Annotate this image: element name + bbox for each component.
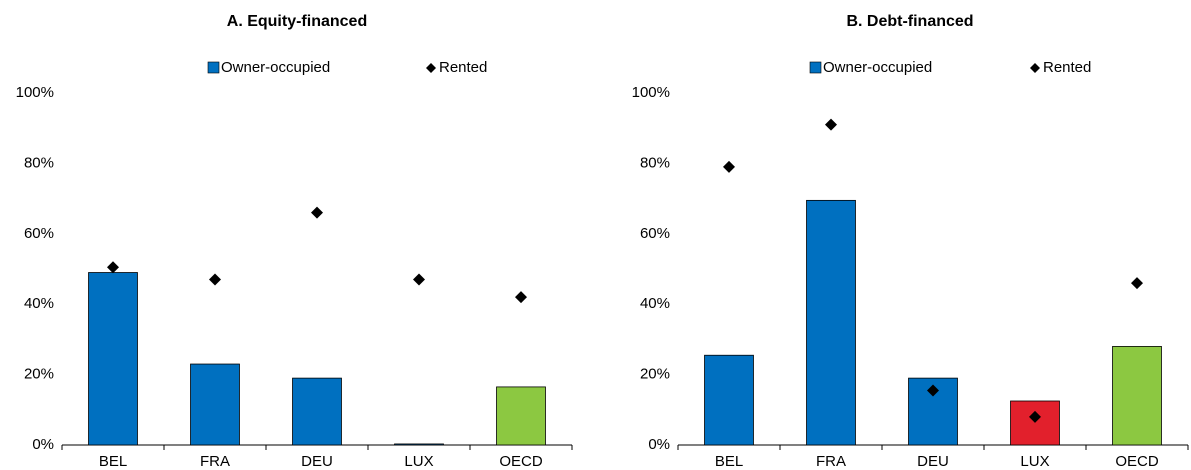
x-tick-label: LUX [404, 453, 433, 470]
bar [394, 443, 444, 446]
legend-swatch [207, 61, 220, 74]
x-tick-label: BEL [99, 453, 127, 470]
x-tick-label: DEU [917, 453, 949, 470]
bar [1010, 400, 1060, 446]
y-tick-label: 80% [24, 154, 54, 171]
chart-panel: B. Debt-financed 0% 20% 40% 60% 80% 100% BEL FRA… [632, 13, 1189, 470]
y-tick-label: 20% [640, 366, 670, 383]
x-tick-label: LUX [1020, 453, 1049, 470]
chart-title: A. Equity-financed [227, 13, 367, 30]
bar [496, 386, 546, 446]
x-tick-label: FRA [816, 453, 846, 470]
y-tick-label: 100% [16, 84, 54, 101]
marker [1131, 277, 1143, 290]
bar [88, 272, 138, 446]
bar [292, 377, 342, 446]
marker [515, 291, 527, 304]
bar [704, 354, 754, 446]
legend-label: Rented [1043, 59, 1091, 76]
bar [190, 363, 240, 446]
x-tick-label: OECD [1115, 453, 1159, 470]
legend-swatch [809, 61, 822, 74]
legend-label: Rented [439, 59, 487, 76]
x-tick-label: BEL [715, 453, 743, 470]
y-tick-label: 20% [24, 366, 54, 383]
marker [825, 118, 837, 131]
bar [806, 199, 856, 446]
y-tick-label: 0% [32, 436, 54, 453]
legend-swatch [1030, 63, 1040, 73]
legend-swatch [426, 63, 436, 73]
y-tick-label: 40% [640, 295, 670, 312]
y-tick-label: 40% [24, 295, 54, 312]
legend-label: Owner-occupied [823, 59, 932, 76]
marker [107, 261, 119, 274]
x-tick-label: DEU [301, 453, 333, 470]
chart-panel: A. Equity-financed 0% 20% 40% 60% 80% 100% BEL F… [16, 13, 573, 470]
marker [927, 384, 939, 397]
marker [723, 160, 735, 173]
y-tick-label: 60% [24, 225, 54, 242]
marker [209, 273, 221, 286]
y-tick-label: 60% [640, 225, 670, 242]
y-tick-label: 80% [640, 154, 670, 171]
legend-label: Owner-occupied [221, 59, 330, 76]
marker [1029, 410, 1041, 423]
marker [311, 206, 323, 219]
y-tick-label: 100% [632, 84, 670, 101]
bar [1112, 346, 1162, 446]
marker [413, 273, 425, 286]
chart-title: B. Debt-financed [846, 13, 973, 30]
y-tick-label: 0% [648, 436, 670, 453]
x-tick-label: OECD [499, 453, 543, 470]
x-tick-label: FRA [200, 453, 230, 470]
